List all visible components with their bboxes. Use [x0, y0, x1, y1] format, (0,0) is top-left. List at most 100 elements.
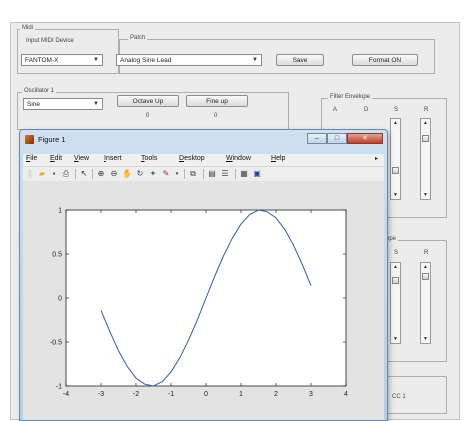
filter-d-label: D — [364, 107, 369, 113]
slider-thumb[interactable] — [392, 167, 399, 174]
x-tick-label: 1 — [239, 391, 243, 398]
amp-s-label: S — [394, 250, 399, 256]
edit-plot-arrow-icon[interactable]: ↖ — [80, 169, 88, 178]
chevron-down-icon: ▼ — [252, 57, 258, 63]
slider-down-arrow-icon: ▼ — [393, 336, 398, 342]
slider-down-arrow-icon: ▼ — [423, 336, 428, 342]
link-plot-icon[interactable]: ⧉ — [190, 169, 196, 178]
input-midi-device-label: Input MIDI Device — [26, 38, 74, 44]
toolbar-separator — [75, 169, 76, 179]
x-tick-label: -3 — [98, 391, 104, 398]
sine-plot[interactable]: -4 -3 -2 -1 0 1 2 3 4 1 0.5 0 -0.5 -1 — [23, 181, 384, 419]
amp-r-label: R — [424, 250, 429, 256]
x-tick-label: -1 — [168, 391, 174, 398]
oscillator-group-label: Oscillator 1 — [22, 88, 57, 94]
octave-up-button[interactable]: Octave Up — [117, 95, 179, 107]
slider-thumb[interactable] — [422, 135, 429, 142]
new-figure-icon[interactable]: ▯ — [27, 169, 33, 178]
slider-up-arrow-icon: ▲ — [393, 264, 398, 270]
slider-down-arrow-icon: ▼ — [393, 192, 398, 198]
toolbar-separator — [235, 169, 236, 179]
x-tick-label: 3 — [309, 391, 313, 398]
figure-window[interactable]: Figure 1 – □ ✕ File Edit View Insert Too… — [19, 129, 388, 421]
slider-thumb[interactable] — [392, 277, 399, 284]
format-on-button[interactable]: Format ON — [352, 54, 418, 66]
y-tick-label: 0.5 — [52, 252, 62, 259]
menu-tools[interactable]: Tools — [141, 155, 158, 162]
y-tick-label: -1 — [56, 384, 62, 391]
toolbar-separator — [184, 169, 185, 179]
figure-title: Figure 1 — [38, 135, 66, 144]
fine-value: 0 — [214, 113, 218, 119]
chevron-down-icon: ▼ — [93, 57, 99, 63]
brush-icon[interactable]: ✎ — [162, 169, 170, 178]
cc-label: CC 1 — [392, 394, 406, 400]
minimize-button[interactable]: – — [307, 133, 327, 144]
menu-edit[interactable]: Edit — [50, 155, 63, 162]
y-tick-label: 1 — [58, 208, 62, 215]
fine-up-button[interactable]: Fine up — [186, 95, 248, 107]
waveform-value: Sine — [27, 101, 41, 108]
zoom-in-icon[interactable]: ⊕ — [97, 169, 105, 178]
matlab-figure-icon — [25, 135, 34, 144]
amp-r-slider[interactable]: ▲ ▼ — [420, 262, 431, 344]
pan-icon[interactable]: ✋ — [122, 169, 132, 178]
cc-group — [380, 376, 447, 414]
chevron-down-icon: ▼ — [93, 101, 99, 107]
patch-select[interactable]: Analog Sine Lead ▼ — [116, 54, 262, 66]
hide-plot-tools-icon[interactable]: ▦ — [240, 169, 248, 178]
amp-envelope-label: ope — [384, 236, 399, 242]
midi-device-select[interactable]: FANTOM-X ▼ — [21, 54, 103, 66]
amp-s-slider[interactable]: ▲ ▼ — [390, 262, 401, 344]
rotate-3d-icon[interactable]: ↻ — [136, 169, 144, 178]
midi-group — [17, 29, 119, 74]
brush-dropdown-icon[interactable]: ▾ — [175, 171, 179, 177]
save-icon[interactable]: ▪ — [52, 169, 56, 178]
data-cursor-icon[interactable]: ✦ — [149, 169, 157, 178]
x-tick-label: -2 — [133, 391, 139, 398]
patch-value: Analog Sine Lead — [120, 57, 172, 64]
slider-thumb[interactable] — [422, 273, 429, 280]
toolbar-separator — [92, 169, 93, 179]
insert-legend-icon[interactable]: ☰ — [221, 169, 229, 178]
slider-down-arrow-icon: ▼ — [423, 192, 428, 198]
save-button[interactable]: Save — [276, 54, 324, 66]
filter-a-label: A — [333, 107, 338, 113]
y-tick-label: 0 — [58, 296, 62, 303]
waveform-select[interactable]: Sine ▼ — [23, 98, 103, 110]
filter-r-label: R — [424, 107, 429, 113]
zoom-out-icon[interactable]: ⊖ — [110, 169, 118, 178]
minimize-icon: – — [315, 135, 319, 142]
figure-toolbar: ▯ ▰ ▪ ⎙ ↖ ⊕ ⊖ ✋ ↻ ✦ ✎ ▾ ⧉ ▤ ☰ ▦ ▣ — [23, 166, 384, 182]
menu-help[interactable]: Help — [271, 155, 286, 162]
menu-view[interactable]: View — [74, 155, 90, 162]
x-tick-label: 2 — [274, 391, 278, 398]
menu-insert[interactable]: Insert — [104, 155, 122, 162]
midi-group-label: Midi — [20, 25, 36, 31]
menu-overflow-arrow-icon[interactable]: ▸ — [375, 156, 379, 162]
figure-menubar: File Edit View Insert Tools Desktop Wind… — [23, 154, 384, 166]
x-tick-label: 4 — [344, 391, 348, 398]
filter-s-label: S — [394, 107, 399, 113]
show-plot-tools-icon[interactable]: ▣ — [253, 169, 261, 178]
close-button[interactable]: ✕ — [347, 133, 383, 144]
y-tick-label: -0.5 — [50, 340, 62, 347]
filter-envelope-label: Filter Envelope — [328, 94, 373, 100]
x-tick-label: -4 — [63, 391, 69, 398]
insert-colorbar-icon[interactable]: ▤ — [208, 169, 216, 178]
patch-label: Patch — [128, 35, 148, 41]
slider-up-arrow-icon: ▲ — [393, 120, 398, 126]
open-file-icon[interactable]: ▰ — [38, 169, 46, 178]
slider-up-arrow-icon: ▲ — [423, 264, 428, 270]
menu-desktop[interactable]: Desktop — [179, 155, 205, 162]
filter-r-slider[interactable]: ▲ ▼ — [420, 118, 431, 200]
menu-window[interactable]: Window — [226, 155, 251, 162]
toolbar-separator — [203, 169, 204, 179]
octave-value: 0 — [146, 113, 150, 119]
filter-s-slider[interactable]: ▲ ▼ — [390, 118, 401, 200]
slider-up-arrow-icon: ▲ — [423, 120, 428, 126]
menu-file[interactable]: File — [26, 155, 38, 162]
maximize-button[interactable]: □ — [327, 133, 347, 144]
x-tick-label: 0 — [204, 391, 208, 398]
print-icon[interactable]: ⎙ — [62, 169, 70, 178]
